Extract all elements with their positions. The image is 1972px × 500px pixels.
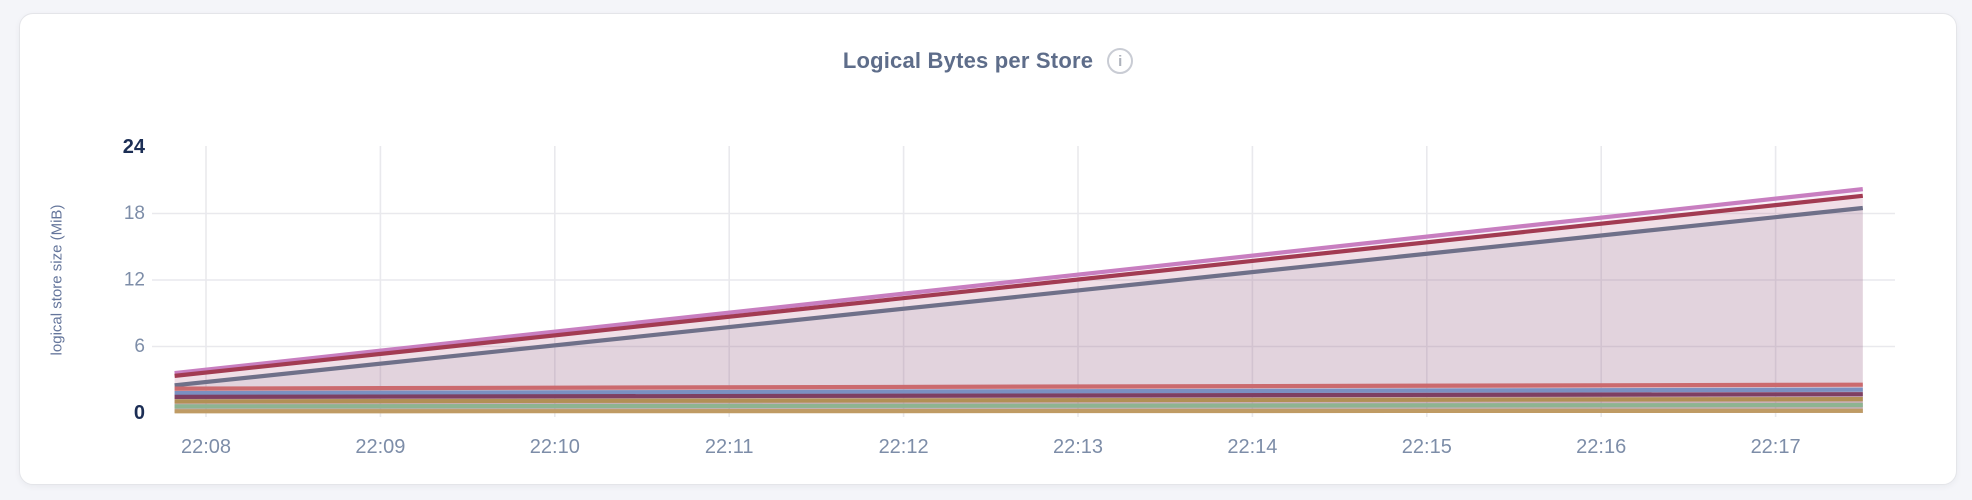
x-tick-label: 22:13 — [1053, 436, 1103, 458]
y-tick-label: 6 — [134, 336, 145, 357]
x-tick-label: 22:17 — [1751, 436, 1801, 458]
series-line-store-green — [174, 402, 1863, 409]
y-tick-label: 18 — [124, 203, 145, 224]
y-tick-label: 0 — [134, 402, 145, 424]
x-tick-label: 22:14 — [1227, 436, 1277, 458]
series-line-store-crimson — [174, 193, 1864, 378]
y-tick-label: 12 — [124, 270, 145, 291]
x-tick-label: 22:16 — [1576, 436, 1626, 458]
series-line-store-tan — [174, 408, 1863, 414]
series-line-store-salmon — [174, 382, 1863, 391]
x-tick-label: 22:12 — [879, 436, 929, 458]
series-line-store-gold — [174, 397, 1863, 404]
chart-header: Logical Bytes per Store i — [20, 48, 1956, 74]
y-axis-title: logical store size (MiB) — [49, 205, 66, 356]
series-area-store-crimson — [174, 195, 1863, 413]
series-line-store-orchid — [174, 187, 1864, 376]
series-area-store-orchid — [174, 189, 1863, 413]
x-tick-label: 22:10 — [530, 436, 580, 458]
chart-title: Logical Bytes per Store — [842, 48, 1094, 73]
x-tick-label: 22:08 — [181, 436, 231, 458]
series-line-store-slate — [174, 205, 1864, 388]
x-tick-label: 22:15 — [1402, 436, 1452, 458]
x-tick-label: 22:09 — [355, 436, 405, 458]
y-tick-label: 24 — [123, 136, 146, 158]
info-icon[interactable]: i — [1107, 48, 1134, 74]
series-line-store-plum — [174, 392, 1863, 399]
series-line-store-blue — [174, 387, 1863, 396]
series-area-store-slate — [174, 208, 1863, 413]
x-tick-label: 22:11 — [705, 436, 754, 458]
